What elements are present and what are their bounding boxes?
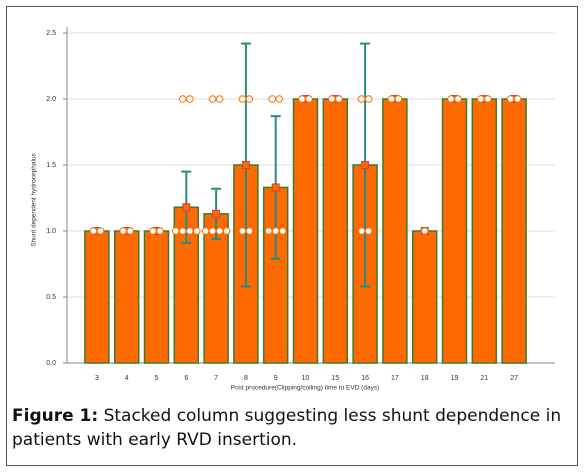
y-tick-label: 2.0 [46,96,56,103]
x-tick-label: 18 [421,375,429,382]
x-tick-label: 4 [125,375,129,382]
bar [501,98,527,364]
mean-marker [271,183,280,192]
observation [222,227,231,235]
observation [193,227,201,235]
observation [477,95,485,103]
x-tick-label: 27 [510,375,518,382]
observation [245,95,254,103]
observation [186,227,194,235]
observation [357,95,366,103]
observation [506,95,515,103]
caption: Figure 1: Stacked column suggesting less… [12,404,574,452]
chart: Shunt dependent hydrocephalus Post proce… [31,27,555,392]
observation [215,227,224,235]
x-tick-label: 7 [214,375,218,382]
bar [382,98,408,364]
y-tick-label: 0.0 [46,360,56,367]
y-tick-label: 1.0 [46,228,56,235]
observation [364,95,373,103]
observation [238,227,247,235]
x-tick-label: 8 [244,375,248,382]
observation [271,227,280,235]
x-tick-label: 6 [184,375,188,382]
observation [126,227,134,235]
observation [357,227,366,235]
observation [268,95,277,103]
x-axis-label: Post procedure(Clipping/coiling) time to… [231,385,379,392]
observation [298,95,306,103]
x-tick-label: 15 [331,375,339,382]
observation [149,227,157,235]
mean-marker [361,161,370,169]
x-tick-label: 9 [274,375,278,382]
observation [420,227,429,235]
observation [275,95,284,103]
observation [208,95,217,103]
figure-frame [6,6,578,466]
observation [96,227,105,235]
x-tick-label: 17 [391,375,399,382]
observation [454,95,462,103]
observation [156,227,164,235]
observation [89,227,98,235]
bar [471,98,498,364]
x-tick-label: 5 [155,375,159,382]
bar [143,230,170,364]
caption-label: Figure 1: [12,406,99,426]
observation [364,227,373,235]
observation [278,227,287,235]
observation [179,227,187,235]
caption-text: Stacked column suggesting less shunt dep… [12,406,562,450]
observation [387,95,396,103]
observation [328,95,336,103]
observation [201,227,210,235]
x-tick-label: 3 [95,375,99,382]
x-tick-label: 10 [302,375,310,382]
observation [119,227,127,235]
observation [305,95,313,103]
observation [172,227,180,235]
bar [292,98,319,364]
observation [394,95,403,103]
observation [238,95,247,103]
bar [441,98,468,364]
mean-marker [212,209,221,218]
x-tick-label: 19 [451,375,459,382]
mean-marker [182,203,191,212]
observation [215,95,224,103]
bar [113,230,140,364]
mean-marker [241,161,250,169]
bar [84,230,110,364]
observation [264,227,273,235]
y-tick-label: 1.5 [46,162,56,169]
bar [411,230,438,364]
observation [245,227,254,235]
y-axis-label: Shunt dependent hydrocephalus [31,152,38,246]
y-tick-label: 2.5 [46,30,56,37]
x-tick-label: 21 [480,375,488,382]
observation [335,95,343,103]
y-tick-label: 0.5 [46,294,56,301]
x-tick-label: 16 [361,375,369,382]
bar [322,98,349,364]
observation [186,95,194,103]
observation [513,95,522,103]
observation [208,227,217,235]
observation [179,95,187,103]
observation [447,95,455,103]
observation [484,95,492,103]
